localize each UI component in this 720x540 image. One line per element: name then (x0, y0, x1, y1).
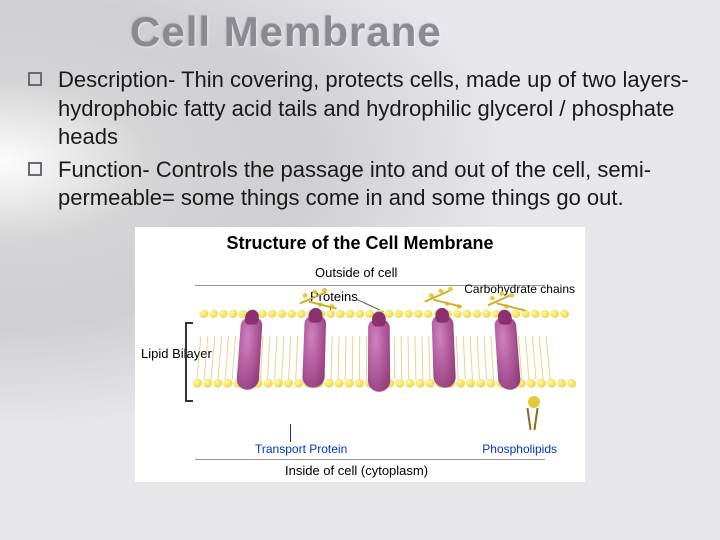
protein-icon (368, 319, 390, 392)
slide-title: Cell Membrane (0, 0, 720, 56)
carbohydrate-chain-icon (423, 284, 472, 311)
membrane-area (190, 310, 561, 418)
divider-line (195, 459, 545, 460)
diagram-title: Structure of the Cell Membrane (141, 233, 579, 254)
bullet-marker-icon (28, 162, 42, 176)
membrane-diagram: Structure of the Cell Membrane Outside o… (135, 227, 585, 482)
arrow-line (290, 424, 291, 442)
carbohydrate-chain-icon (486, 288, 536, 315)
protein-icon (236, 317, 263, 390)
label-outside: Outside of cell (315, 265, 397, 280)
bullet-text: Description- Thin covering, protects cel… (58, 66, 692, 152)
bullet-item: Description- Thin covering, protects cel… (28, 66, 692, 152)
bullet-marker-icon (28, 72, 42, 86)
bullet-item: Function- Controls the passage into and … (28, 156, 692, 213)
protein-icon (302, 315, 326, 388)
bullet-text: Function- Controls the passage into and … (58, 156, 692, 213)
label-inside: Inside of cell (cytoplasm) (285, 463, 428, 478)
carbohydrate-chain-icon (298, 286, 347, 313)
slide-content: Description- Thin covering, protects cel… (0, 56, 720, 482)
label-transport-protein: Transport Protein (255, 442, 347, 456)
label-phospholipids: Phospholipids (482, 442, 557, 456)
protein-icon (431, 315, 456, 388)
